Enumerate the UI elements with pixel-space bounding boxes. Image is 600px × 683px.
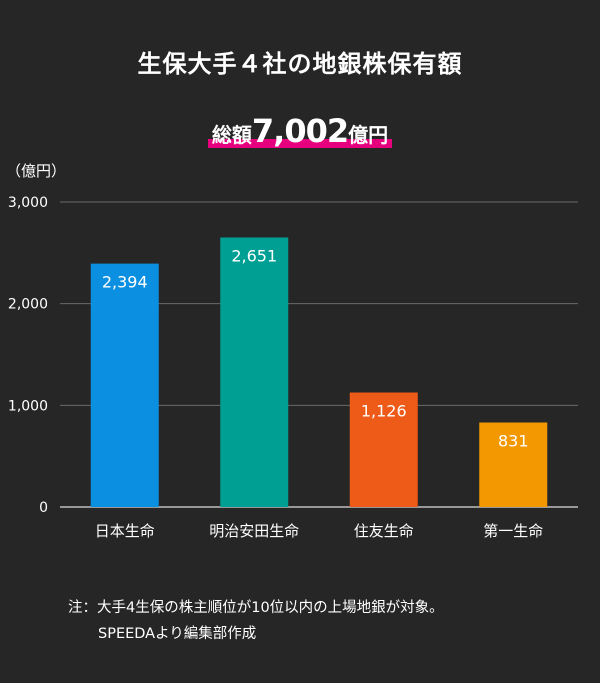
total-suffix: 億円 [348,123,389,147]
footnote-2: SPEEDAより編集部作成 [98,626,257,642]
total-amount: 総額7,002億円 [0,112,600,150]
total-prefix: 総額 [211,123,252,147]
bar [479,422,548,507]
y-tick-label: 3,000 [8,195,48,211]
y-tick-label: 0 [39,500,48,516]
bar-value-label: 831 [498,432,529,451]
total-value: 7,002 [251,112,349,150]
bar-value-label: 2,394 [102,273,148,292]
total-highlight [207,139,393,148]
y-axis-unit: （億円） [6,162,67,180]
x-category-label: 第一生命 [483,522,543,540]
bar [349,392,418,507]
bar [220,237,289,507]
bar [90,263,159,507]
chart-title: 生保大手４社の地銀株保有額 [137,50,463,78]
x-category-label: 明治安田生命 [209,522,299,540]
y-tick-label: 2,000 [8,297,48,313]
bar-value-label: 2,651 [231,246,277,265]
footnote-1: 注：大手4生保の株主順位が10位以内の上場地銀が対象。 [68,600,444,616]
x-category-label: 住友生命 [354,522,414,540]
y-tick-label: 1,000 [8,398,48,414]
bar-value-label: 1,126 [361,402,407,421]
x-category-label: 日本生命 [95,522,155,540]
